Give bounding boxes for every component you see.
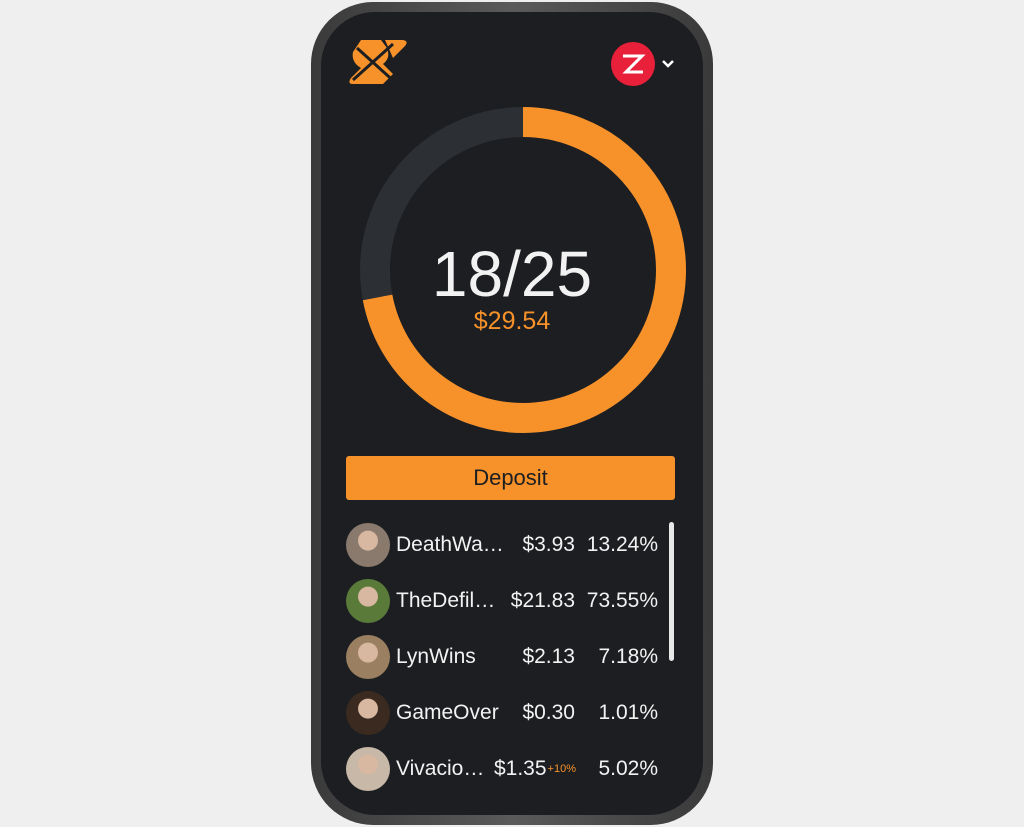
player-percent: 7.18% [598, 645, 658, 668]
deposit-button[interactable]: Deposit [346, 456, 675, 500]
player-row[interactable]: GameOver $0.30 1.01% [346, 690, 658, 736]
player-amount: $0.30 [522, 701, 575, 724]
pot-amount: $29.54 [473, 307, 551, 335]
ring-progress [360, 107, 686, 433]
player-amount: $2.13 [522, 645, 575, 668]
player-amount: $1.35 [493, 757, 547, 780]
player-avatar [346, 635, 390, 679]
player-percent: 5.02% [598, 757, 658, 780]
player-row[interactable]: DeathWa… $3.93 13.24% [346, 522, 658, 568]
player-percent: 13.24% [586, 533, 658, 556]
logo-icon [349, 40, 407, 86]
player-name: GameOver [396, 701, 499, 724]
player-avatar [346, 691, 390, 735]
player-percent: 1.01% [598, 701, 658, 724]
player-name: Vivacio… [396, 757, 485, 780]
player-bonus: +10% [547, 763, 576, 775]
player-name: TheDefil… [396, 589, 496, 612]
entries-count: 18/25 [431, 238, 593, 310]
player-row[interactable]: LynWins $2.13 7.18% [346, 634, 658, 680]
phone-frame: 18/25 $29.54 Deposit DeathWa… $3.93 13.2… [311, 2, 713, 825]
player-avatar [346, 579, 390, 623]
player-avatar [346, 523, 390, 567]
player-avatar [346, 747, 390, 791]
progress-ring [360, 107, 686, 433]
player-amount: $3.93 [522, 533, 575, 556]
player-percent: 73.55% [586, 589, 658, 612]
player-name: DeathWa… [396, 533, 504, 556]
player-amount: $21.83 [510, 589, 575, 612]
chevron-down-icon[interactable] [661, 59, 675, 69]
app-screen: 18/25 $29.54 Deposit DeathWa… $3.93 13.2… [321, 12, 703, 815]
scrollbar[interactable] [669, 522, 674, 661]
user-avatar[interactable] [611, 42, 655, 86]
z-logo-icon [622, 54, 646, 74]
player-row[interactable]: Vivacio… $1.35 +10% 5.02% [346, 746, 658, 792]
user-menu[interactable] [611, 42, 675, 86]
player-name: LynWins [396, 645, 476, 668]
player-row[interactable]: TheDefil… $21.83 73.55% [346, 578, 658, 624]
